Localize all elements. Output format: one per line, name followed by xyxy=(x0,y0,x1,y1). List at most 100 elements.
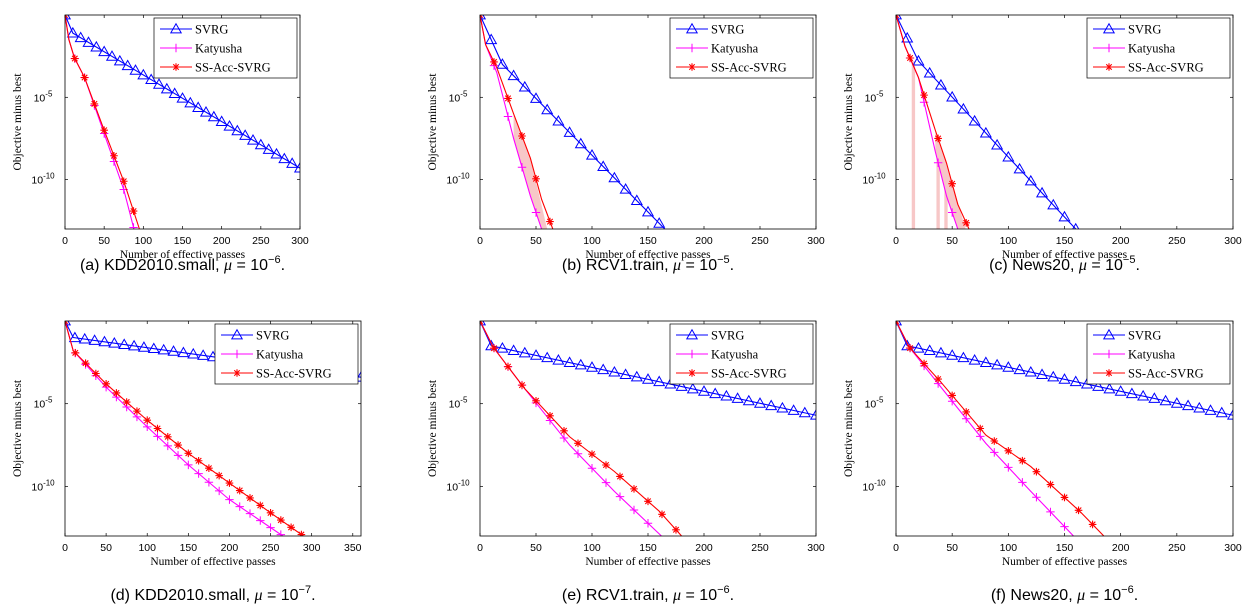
data-point-star-10 xyxy=(1032,467,1041,476)
data-point-star-1 xyxy=(71,349,80,357)
data-point-star-3 xyxy=(934,375,942,383)
x-axis-label: Number of effective passes xyxy=(1002,249,1128,261)
data-point-triangle-14 xyxy=(630,194,643,206)
x-tick-label: 100 xyxy=(583,235,601,247)
data-point-plus-3 xyxy=(517,163,527,172)
axes-frame xyxy=(64,320,362,537)
data-point-star-8 xyxy=(143,416,152,425)
data-point-triangle-11 xyxy=(145,73,158,85)
legend-label-ss-acc-svrg: SS-Acc-SVRG xyxy=(1128,367,1204,381)
y-tick-label: 10-10 xyxy=(446,478,470,493)
data-point-triangle-10 xyxy=(157,343,170,355)
data-point-plus-21 xyxy=(276,530,286,536)
y-tick-label: 10-10 xyxy=(31,172,55,187)
legend: SVRG Katyusha SS-Acc-SVRG xyxy=(1086,323,1231,385)
data-point-triangle-25 xyxy=(1170,397,1183,408)
data-point-plus-12 xyxy=(184,460,193,470)
data-point-star-13 xyxy=(194,456,203,465)
data-point-star-3 xyxy=(92,369,100,378)
data-point-plus-10 xyxy=(615,492,625,501)
y-tick-label: 10-5 xyxy=(449,89,468,104)
x-tick-label: 300 xyxy=(1224,235,1242,247)
legend-marker-svrg xyxy=(685,328,699,340)
data-point-star-11 xyxy=(630,485,638,493)
data-point-triangle-2 xyxy=(912,341,925,353)
legend-marker-katyusha xyxy=(687,349,697,359)
x-tick-label: 300 xyxy=(291,235,309,247)
data-point-triangle-27 xyxy=(776,401,789,413)
data-point-triangle-21 xyxy=(223,119,236,131)
y-tick-label: 10-10 xyxy=(446,172,470,187)
legend-label-katyusha: Katyusha xyxy=(711,42,759,56)
data-point-plus-13 xyxy=(194,469,203,478)
series-line-svrg xyxy=(480,15,666,229)
data-point-triangle-11 xyxy=(597,160,610,171)
data-point-star-6 xyxy=(560,426,568,435)
legend-marker-svrg xyxy=(230,328,244,340)
data-point-star-5 xyxy=(546,411,554,420)
data-point-triangle-26 xyxy=(765,399,778,411)
data-point-triangle-22 xyxy=(1137,389,1150,401)
data-point-triangle-24 xyxy=(742,394,755,406)
x-axis-label: Number of effective passes xyxy=(585,556,711,568)
data-point-triangle-6 xyxy=(105,50,119,61)
x-tick-label: 150 xyxy=(1056,235,1074,247)
x-tick-label: 300 xyxy=(1224,542,1242,554)
y-axis-label: Objective minus best xyxy=(12,379,24,477)
x-tick-label: 50 xyxy=(530,235,542,247)
data-point-triangle-13 xyxy=(187,347,200,359)
x-tick-label: 300 xyxy=(807,542,825,554)
data-point-star-8 xyxy=(1004,447,1013,455)
legend-label-ss-acc-svrg: SS-Acc-SVRG xyxy=(1128,61,1204,75)
data-point-triangle-2 xyxy=(496,341,509,353)
data-point-triangle-16 xyxy=(653,217,666,228)
x-tick-label: 100 xyxy=(1000,542,1018,554)
data-point-triangle-16 xyxy=(1069,375,1082,387)
plot-area xyxy=(480,321,816,536)
chart-panel-b: 0 50 100 150 200 250 300 10-5 10-10 Number of eff… xyxy=(427,14,825,274)
data-point-triangle-12 xyxy=(608,171,621,183)
x-tick-label: 50 xyxy=(98,235,110,247)
data-point-star-4 xyxy=(102,380,110,388)
data-point-star-12 xyxy=(644,497,652,506)
x-tick-label: 0 xyxy=(477,542,483,554)
legend-marker-svrg xyxy=(1102,22,1116,34)
legend-label-ss-acc-svrg: SS-Acc-SVRG xyxy=(195,61,271,75)
data-point-triangle-5 xyxy=(529,349,543,360)
x-tick-label: 150 xyxy=(1056,542,1074,554)
data-point-star-20 xyxy=(266,509,275,517)
x-tick-label: 300 xyxy=(807,235,825,247)
plot-area xyxy=(896,321,1233,536)
y-axis-label: Objective minus best xyxy=(427,73,439,171)
data-point-triangle-9 xyxy=(574,137,587,149)
data-point-triangle-6 xyxy=(957,351,970,363)
data-point-triangle-4 xyxy=(98,335,111,347)
data-point-triangle-6 xyxy=(118,338,131,349)
x-tick-label: 150 xyxy=(180,542,198,554)
legend-marker-ss-acc-svrg xyxy=(1105,63,1113,71)
x-tick-label: 250 xyxy=(1168,235,1186,247)
data-point-triangle-11 xyxy=(1013,363,1026,375)
variance-band-2 xyxy=(936,154,940,229)
legend-marker-katyusha xyxy=(687,43,697,53)
data-point-triangle-8 xyxy=(121,59,134,71)
panel-caption: (b) RCV1.train, μ = 10−5. xyxy=(562,254,734,274)
x-tick-label: 100 xyxy=(135,235,153,247)
data-point-triangle-7 xyxy=(552,353,565,365)
y-tick-label: 10-5 xyxy=(34,396,53,411)
data-point-triangle-16 xyxy=(184,96,197,108)
legend: SVRG Katyusha SS-Acc-SVRG xyxy=(214,323,359,385)
legend-label-katyusha: Katyusha xyxy=(711,348,759,362)
data-point-star-4 xyxy=(948,179,956,188)
x-tick-label: 200 xyxy=(695,235,713,247)
data-point-plus-8 xyxy=(587,463,597,473)
data-point-triangle-4 xyxy=(90,40,103,52)
data-point-triangle-29 xyxy=(286,157,299,168)
data-point-star-1 xyxy=(490,58,498,66)
x-tick-label: 50 xyxy=(946,542,958,554)
legend-label-katyusha: Katyusha xyxy=(1128,348,1176,362)
data-point-triangle-11 xyxy=(1013,162,1026,174)
data-point-star-3 xyxy=(518,132,526,140)
data-point-plus-8 xyxy=(143,422,152,432)
legend-marker-katyusha xyxy=(171,43,181,53)
